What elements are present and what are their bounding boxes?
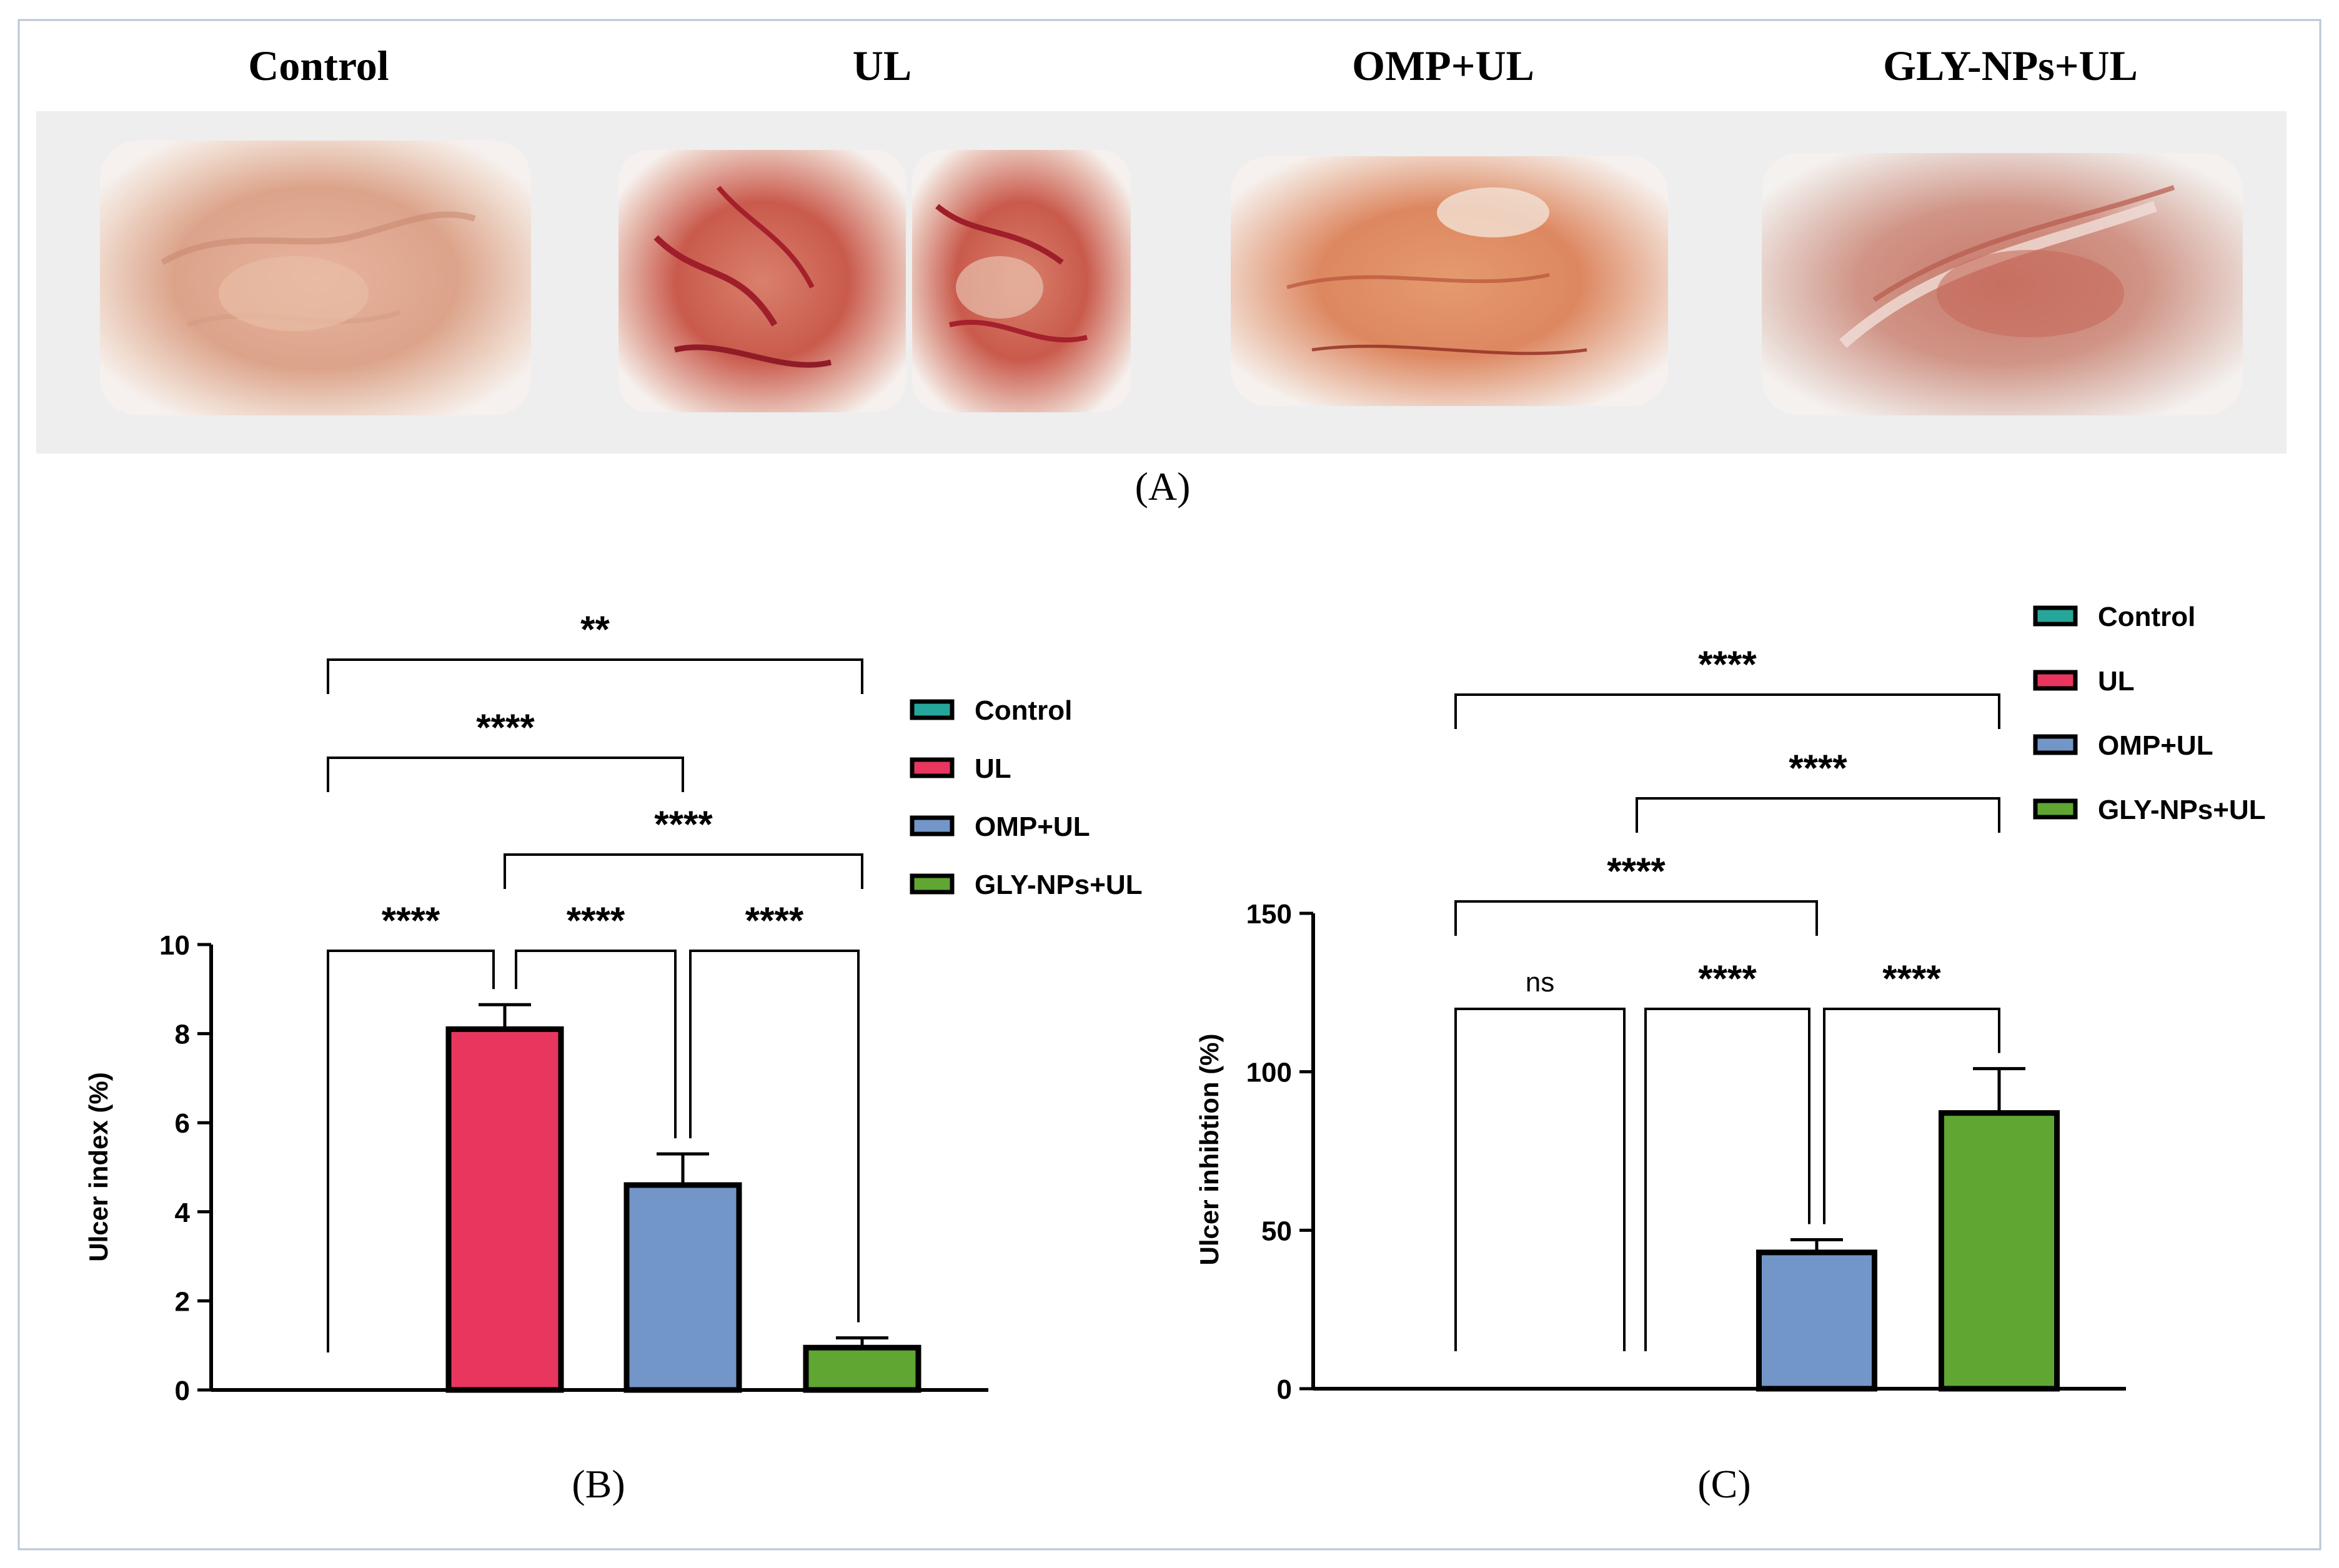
significance-label: ****: [1698, 643, 1757, 685]
significance-bracket: [1823, 1008, 2000, 1224]
significance-label: ****: [1607, 850, 1666, 892]
legend-swatch-omp-ul: [2033, 734, 2078, 755]
significance-label: ****: [1789, 747, 1847, 789]
significance-bracket: [1454, 900, 1818, 936]
y-tick-label: 100: [1246, 1058, 1292, 1088]
legend-swatch-gly-nps-ul: [2033, 798, 2078, 820]
photo-label-gly-nps-ul: GLY-NPs+UL: [1883, 42, 2138, 89]
significance-label: ****: [745, 900, 804, 941]
legend-label-control: Control: [2098, 602, 2195, 632]
significance-bracket: [689, 950, 860, 1322]
significance-bracket: [327, 950, 495, 1352]
photo-gly-nps-ul: [1762, 153, 2243, 415]
y-axis-label: Ulcer inhibtion (%): [1194, 1034, 1224, 1266]
significance-label: ns: [1526, 967, 1554, 998]
legend-label-omp-ul: OMP+UL: [975, 811, 1090, 842]
legend-label-control: Control: [975, 695, 1072, 726]
legend-label-gly-nps-ul: GLY-NPs+UL: [2098, 795, 2266, 825]
panel-b-caption: (B): [572, 1462, 625, 1506]
y-axis-label: Ulcer index (%): [84, 1072, 113, 1261]
y-tick-label: 0: [1277, 1374, 1292, 1405]
legend-swatch-omp-ul: [910, 815, 955, 836]
legend-label-omp-ul: OMP+UL: [2098, 730, 2213, 761]
y-tick-label: 0: [175, 1376, 190, 1406]
legend-swatch-ul: [2033, 670, 2078, 691]
y-tick-label: 8: [175, 1020, 190, 1050]
y-tick-label: 150: [1246, 899, 1292, 930]
bar-omp-ul: [623, 1182, 742, 1393]
significance-bracket: [327, 658, 863, 694]
legend-label-ul: UL: [975, 753, 1011, 784]
panel-c-caption: (C): [1697, 1462, 1751, 1506]
bar-ul: [445, 1026, 564, 1393]
significance-bracket: [1636, 797, 2000, 833]
legend-swatch-gly-nps-ul: [910, 873, 955, 895]
legend-swatch-control: [910, 699, 955, 720]
y-tick-label: 4: [175, 1198, 191, 1228]
significance-label: ****: [1882, 958, 1941, 1000]
legend-label-gly-nps-ul: GLY-NPs+UL: [975, 870, 1143, 900]
significance-bracket: [1454, 1008, 1626, 1351]
legend-swatch-ul: [910, 757, 955, 778]
chart-c: (C) 0 50 100 150 Ulcer inhibtion (%) ns **** **…: [1194, 602, 2266, 1506]
bar-gly-nps-ul: [1939, 1110, 2060, 1392]
y-tick-label: 6: [175, 1108, 190, 1139]
y-tick-label: 2: [175, 1286, 190, 1317]
photo-control: [100, 141, 531, 415]
y-tick-label: 50: [1261, 1216, 1292, 1246]
significance-bracket: [1454, 693, 2000, 729]
significance-bracket: [327, 757, 684, 792]
significance-label: **: [580, 608, 610, 650]
significance-bracket: [515, 950, 677, 1139]
significance-label: ****: [382, 900, 440, 941]
photo-ul: [618, 150, 1131, 412]
significance-label: ****: [1698, 958, 1757, 1000]
photo-label-ul: UL: [853, 42, 911, 89]
figure-frame: [17, 19, 2322, 1551]
legend-label-ul: UL: [2098, 666, 2135, 697]
significance-label: ****: [476, 707, 535, 748]
panel-a: Control UL OMP+UL GLY-NPs+UL: [36, 42, 2287, 509]
panel-a-caption: (A): [1135, 464, 1191, 509]
significance-label: ****: [654, 803, 713, 845]
significance-bracket: [1644, 1008, 1810, 1351]
legend-swatch-control: [2033, 605, 2078, 627]
bar-gly-nps-ul: [803, 1344, 921, 1393]
y-tick-label: 10: [159, 930, 190, 961]
significance-bracket: [504, 853, 863, 889]
significance-label: ****: [567, 900, 625, 941]
photo-label-control: Control: [248, 42, 389, 89]
bar-omp-ul: [1756, 1249, 1877, 1392]
photo-label-omp-ul: OMP+UL: [1352, 42, 1534, 89]
photo-omp-ul: [1231, 156, 1668, 406]
